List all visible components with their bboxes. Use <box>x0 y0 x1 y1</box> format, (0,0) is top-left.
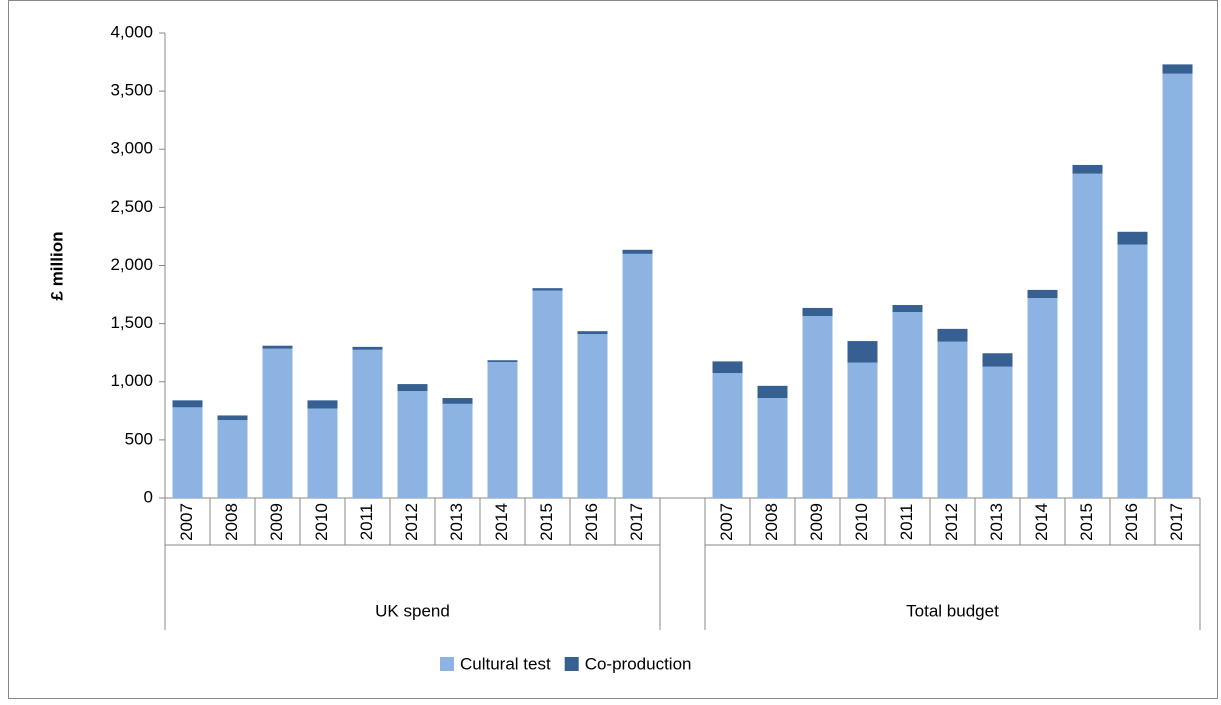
bar-segment <box>1072 173 1103 498</box>
y-tick-label: 1,000 <box>110 371 153 390</box>
bar-segment <box>487 361 518 498</box>
bar-segment <box>847 362 878 498</box>
bar-segment <box>172 407 203 498</box>
bar-segment <box>217 415 248 421</box>
x-tick-label: 2008 <box>222 503 241 541</box>
x-tick-label: 2015 <box>1077 503 1096 541</box>
y-tick-label: 1,500 <box>110 313 153 332</box>
legend-swatch <box>440 657 454 671</box>
bar-segment <box>577 334 608 498</box>
x-tick-label: 2017 <box>1167 503 1186 541</box>
legend-swatch <box>564 657 579 671</box>
bar-segment <box>982 366 1013 498</box>
bar-segment <box>442 398 473 404</box>
bar-segment <box>262 345 293 349</box>
x-tick-label: 2015 <box>537 503 556 541</box>
bar-segment <box>1162 64 1193 74</box>
bar-segment <box>172 400 203 408</box>
y-tick-label: 4,000 <box>110 22 153 41</box>
bar-segment <box>487 360 518 362</box>
x-tick-label: 2008 <box>762 503 781 541</box>
bar-segment <box>712 361 743 374</box>
bar-segment <box>442 403 473 498</box>
y-tick-label: 3,000 <box>110 139 153 158</box>
bar-segment <box>802 307 833 317</box>
y-tick-label: 2,000 <box>110 255 153 274</box>
x-tick-label: 2012 <box>402 503 421 541</box>
bar-segment <box>262 348 293 498</box>
x-tick-label: 2017 <box>627 503 646 541</box>
x-tick-label: 2011 <box>357 504 376 541</box>
bar-segment <box>1117 244 1148 498</box>
bar-segment <box>397 384 428 392</box>
legend-label: Co-production <box>585 654 692 673</box>
frame <box>8 0 1218 699</box>
bar-segment <box>1027 298 1058 498</box>
bar-segment <box>352 346 383 350</box>
bar-segment <box>982 353 1013 367</box>
y-tick-label: 500 <box>125 429 153 448</box>
x-tick-label: 2014 <box>1032 503 1051 541</box>
bar-segment <box>757 385 788 399</box>
bar-segment <box>1117 231 1148 245</box>
x-tick-label: 2013 <box>987 503 1006 541</box>
bar-segment <box>802 316 833 498</box>
bar-segment <box>622 249 653 254</box>
group-label: UK spend <box>375 601 450 620</box>
x-tick-label: 2007 <box>717 503 736 541</box>
bar-segment <box>622 253 653 498</box>
bar-segment <box>1162 73 1193 498</box>
bar-segment <box>307 408 338 498</box>
bar-segment <box>937 328 968 342</box>
x-tick-label: 2010 <box>852 503 871 541</box>
x-tick-label: 2007 <box>177 503 196 541</box>
bar-segment <box>712 373 743 498</box>
x-tick-label: 2014 <box>492 503 511 541</box>
bar-segment <box>397 391 428 498</box>
bar-segment <box>352 349 383 498</box>
x-tick-label: 2016 <box>582 503 601 541</box>
bar-segment <box>757 398 788 498</box>
x-tick-label: 2016 <box>1122 503 1141 541</box>
bar-segment <box>532 288 563 291</box>
x-tick-label: 2009 <box>807 503 826 541</box>
group-label: Total budget <box>906 601 999 620</box>
bar-segment <box>1027 289 1058 299</box>
bar-segment <box>937 341 968 498</box>
bar-segment <box>1072 164 1103 174</box>
x-tick-label: 2011 <box>897 504 916 541</box>
bar-segment <box>847 341 878 363</box>
bar-segment <box>892 312 923 498</box>
bar-segment <box>892 305 923 312</box>
x-tick-label: 2010 <box>312 503 331 541</box>
y-tick-label: 3,500 <box>110 81 153 100</box>
bar-segment <box>532 290 563 498</box>
y-tick-label: 2,500 <box>110 197 153 216</box>
x-tick-label: 2013 <box>447 503 466 541</box>
x-tick-label: 2009 <box>267 503 286 541</box>
bar-segment <box>217 420 248 498</box>
legend-label: Cultural test <box>460 654 551 673</box>
bar-segment <box>307 400 338 409</box>
y-tick-label: 0 <box>144 487 153 506</box>
y-axis-label: £ million <box>47 232 66 301</box>
bar-segment <box>577 331 608 335</box>
x-tick-label: 2012 <box>942 503 961 541</box>
